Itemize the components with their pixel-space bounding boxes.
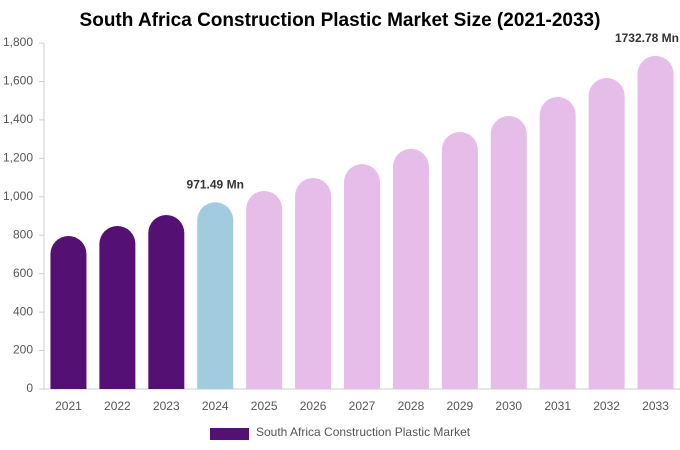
x-tick-label: 2021 [55, 399, 82, 413]
x-tick-label: 2033 [642, 399, 669, 413]
y-tick-label: 800 [13, 227, 33, 241]
x-tick-label: 2031 [544, 399, 571, 413]
bar [637, 55, 674, 390]
bar [148, 215, 185, 389]
bar [197, 202, 234, 389]
bar [295, 177, 332, 389]
data-label: 1732.78 Mn [615, 31, 679, 45]
bar [441, 131, 478, 389]
x-tick-label: 2028 [398, 399, 425, 413]
y-tick-label: 600 [13, 266, 33, 280]
x-tick-label: 2029 [446, 399, 473, 413]
x-tick-label: 2024 [202, 399, 229, 413]
x-tick-label: 2022 [104, 399, 131, 413]
y-tick-label: 0 [26, 381, 33, 395]
bar [539, 97, 576, 390]
bar [392, 148, 429, 389]
y-tick-label: 1,400 [3, 112, 33, 126]
x-tick-label: 2032 [593, 399, 620, 413]
y-tick-label: 400 [13, 304, 33, 318]
bar [344, 164, 380, 389]
x-tick-label: 2025 [251, 399, 278, 413]
y-tick-label: 1,600 [3, 74, 33, 88]
y-tick-label: 1,200 [3, 151, 33, 165]
legend-swatch [210, 428, 249, 440]
x-tick-label: 2030 [495, 399, 522, 413]
y-tick-label: 200 [13, 343, 33, 357]
x-tick-label: 2026 [300, 399, 327, 413]
bar [99, 225, 136, 389]
bar [246, 191, 283, 389]
y-tick-label: 1,000 [3, 189, 33, 203]
data-label: 971.49 Mn [187, 177, 244, 191]
y-tick-label: 1,800 [3, 35, 33, 49]
bar [588, 77, 625, 390]
chart-title: South Africa Construction Plastic Market… [80, 10, 601, 31]
bar [50, 235, 87, 389]
legend-label: South Africa Construction Plastic Market [256, 425, 471, 439]
bar [490, 116, 527, 390]
x-tick-label: 2027 [349, 399, 376, 413]
x-tick-label: 2023 [153, 399, 180, 413]
